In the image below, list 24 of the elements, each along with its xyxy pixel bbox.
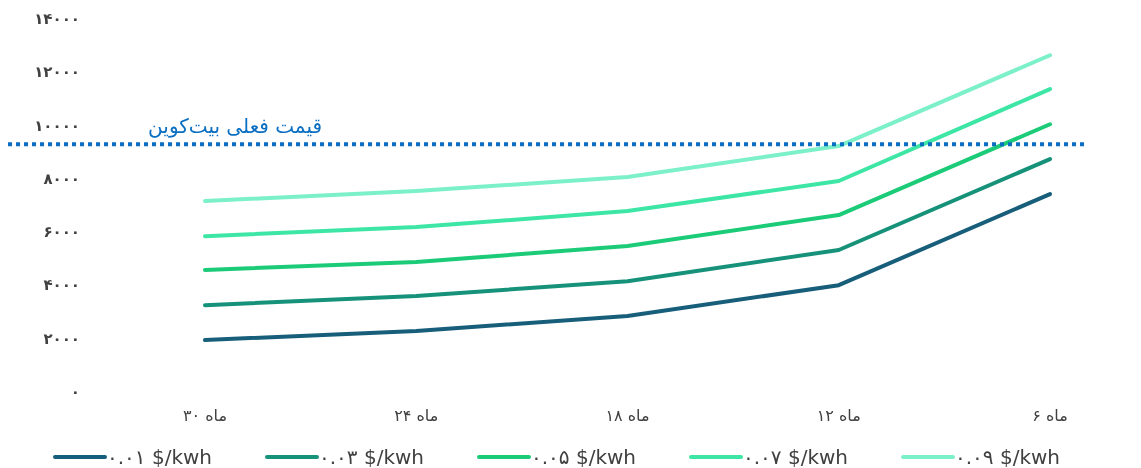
legend-label: ۰.۰۵ $/kwh xyxy=(531,445,637,468)
x-tick-label: ۳۰ ماه xyxy=(182,406,228,425)
y-tick-label: ۸۰۰۰ xyxy=(43,169,80,188)
legend-label: ۰.۰۱ $/kwh xyxy=(107,445,213,468)
y-tick-label: ۱۴۰۰۰ xyxy=(34,10,80,28)
y-tick-label: ۶۰۰۰ xyxy=(43,223,80,242)
x-tick-label: ۶ ماه xyxy=(1032,406,1068,425)
legend-item: ۰.۰۷ $/kwh xyxy=(689,445,849,468)
legend-label: ۰.۰۹ $/kwh xyxy=(955,445,1061,468)
x-tick-label: ۱۸ ماه xyxy=(605,406,650,425)
x-tick-label: ۱۲ ماه xyxy=(816,406,861,425)
legend-item: ۰.۰۱ $/kwh xyxy=(53,445,213,468)
y-tick-label: ۰ xyxy=(70,383,80,401)
y-tick-label: ۴۰۰۰ xyxy=(43,276,80,295)
y-tick-label: ۱۰۰۰۰ xyxy=(34,116,80,135)
legend-item: ۰.۰۹ $/kwh xyxy=(901,445,1061,468)
legend-item: ۰.۰۵ $/kwh xyxy=(477,445,637,468)
x-tick-label: ۲۴ ماه xyxy=(394,406,439,425)
y-tick-label: ۲۰۰۰ xyxy=(43,329,80,348)
legend-label: ۰.۰۳ $/kwh xyxy=(319,445,425,468)
legend-item: ۰.۰۳ $/kwh xyxy=(265,445,425,468)
legend-label: ۰.۰۷ $/kwh xyxy=(743,445,849,468)
y-tick-label: ۱۲۰۰۰ xyxy=(34,63,80,82)
ref-line-label: قیمت فعلی بیت‌کوین xyxy=(148,114,322,139)
